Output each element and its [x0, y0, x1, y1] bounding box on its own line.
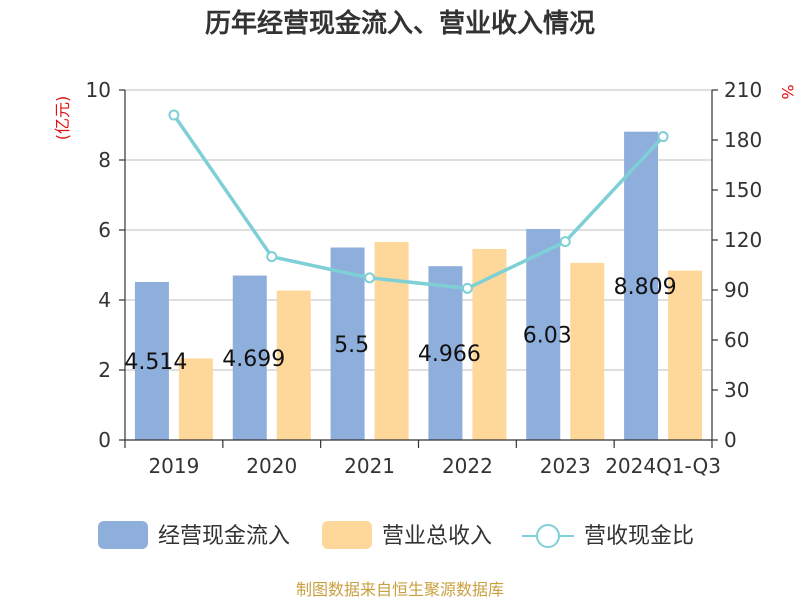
right-axis-tick-label: 30 [724, 378, 749, 402]
data-label-cash-inflow: 4.514 [124, 350, 187, 375]
ratio-point [559, 236, 571, 248]
left-axis-tick-label: 4 [98, 288, 111, 312]
left-axis-tick-label: 2 [98, 358, 111, 382]
data-labels: 4.514 4.699 5.5 4.966 6.03 8.809 [124, 275, 676, 375]
data-label-cash-inflow: 6.03 [523, 323, 572, 348]
axes: 0 2 4 6 8 10 0 30 60 90 120 150 180 210 2019 2020 2021 20… [86, 78, 763, 478]
bar-cash-inflow [232, 275, 267, 440]
right-axis-tick-label: 120 [724, 228, 762, 252]
right-axis-tick-label: 150 [724, 178, 762, 202]
left-axis-unit: (亿元) [53, 96, 72, 141]
ratio-point [266, 251, 278, 263]
legend-swatch-cash-inflow [98, 521, 148, 549]
x-axis-tick-label: 2019 [148, 454, 199, 478]
bar-cash-inflow [526, 228, 561, 440]
x-axis-tick-label: 2022 [442, 454, 493, 478]
bar-revenue [276, 290, 311, 440]
left-axis-tick-label: 8 [98, 148, 111, 172]
legend-swatch-revenue [322, 521, 372, 549]
chart-title: 历年经营现金流入、营业收入情况 [205, 8, 595, 39]
left-axis-tick-label: 0 [98, 428, 111, 452]
legend: 经营现金流入 营业总收入 营收现金比 [98, 521, 694, 549]
right-axis-unit: % [778, 84, 797, 99]
x-axis-tick-label: 2021 [344, 454, 395, 478]
legend-marker-ratio [536, 524, 560, 548]
bar-cash-inflow [134, 282, 169, 440]
legend-label-ratio: 营收现金比 [584, 524, 694, 549]
data-label-cash-inflow: 8.809 [614, 275, 677, 300]
right-axis-tick-label: 210 [724, 78, 762, 102]
grid [125, 89, 712, 371]
right-axis-tick-label: 180 [724, 128, 762, 152]
ratio-point [364, 272, 376, 284]
data-label-cash-inflow: 4.966 [418, 342, 481, 367]
x-axis-tick-label: 2023 [540, 454, 591, 478]
ratio-point [657, 131, 669, 143]
left-axis-tick-label: 10 [86, 78, 111, 102]
data-label-cash-inflow: 5.5 [334, 333, 369, 358]
bar-cash-inflow [330, 247, 365, 440]
data-source: 制图数据来自恒生聚源数据库 [296, 580, 504, 599]
bar-cash-inflow [428, 266, 463, 440]
ratio-point [461, 282, 473, 294]
bar-revenue [374, 241, 409, 440]
x-axis-tick-label: 2020 [246, 454, 297, 478]
x-axis-tick-label: 2024Q1-Q3 [605, 454, 721, 478]
right-axis-tick-label: 90 [724, 278, 749, 302]
ratio-point [168, 109, 180, 121]
legend-label-revenue: 营业总收入 [382, 524, 492, 549]
ratio-line [168, 109, 669, 294]
right-axis-tick-label: 60 [724, 328, 749, 352]
bar-revenue [178, 358, 213, 440]
legend-label-cash-inflow: 经营现金流入 [158, 524, 290, 549]
bar-revenue [668, 270, 703, 440]
right-axis-tick-label: 0 [724, 428, 737, 452]
data-label-cash-inflow: 4.699 [222, 347, 285, 372]
bar-cash-inflow [624, 131, 659, 440]
ratio-line-path [172, 114, 665, 291]
bars [134, 131, 703, 440]
bar-revenue [472, 248, 507, 440]
left-axis-tick-label: 6 [98, 218, 111, 242]
bar-revenue [570, 262, 605, 440]
